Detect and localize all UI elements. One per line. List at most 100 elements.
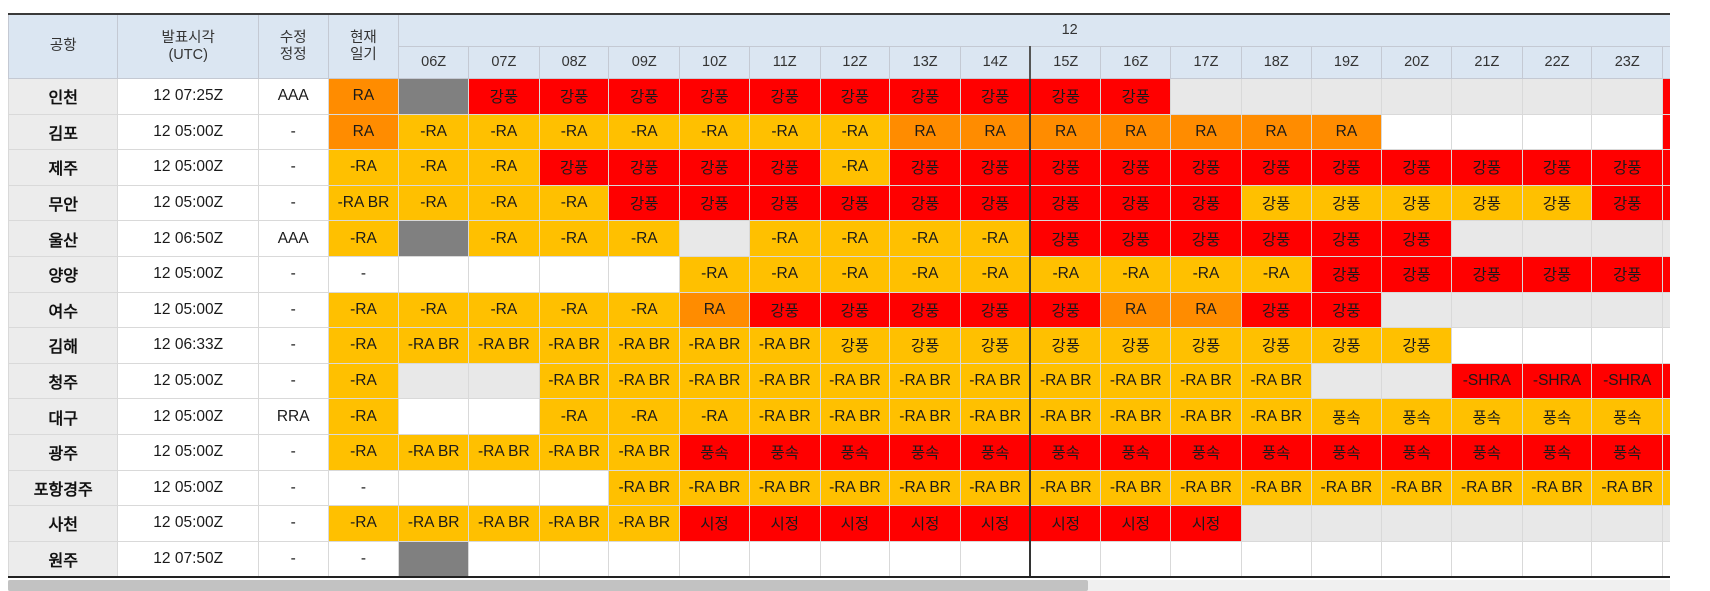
forecast-cell — [398, 78, 469, 115]
forecast-cell: 강풍 — [819, 78, 891, 115]
table-row[interactable]: 김해 12 06:33Z - -RA -RA BR -RA BR -RA BR -RA BR -… — [8, 327, 1670, 364]
forecast-cell — [1381, 78, 1452, 115]
forecast-cell: 시정 — [748, 505, 821, 542]
forecast-cell: 풍속 — [889, 433, 962, 471]
airport-name: 포항경주 — [8, 469, 119, 507]
forecast-cell: -RA — [960, 220, 1031, 257]
forecast-cell: 강풍 — [1310, 220, 1383, 257]
header-hour: 07Z — [467, 46, 540, 79]
forecast-cell: 풍속 — [960, 433, 1031, 471]
forecast-cell — [467, 469, 540, 507]
table-row[interactable]: 포항경주 12 05:00Z - - -RA BR -RA BR -RA BR -RA BR -… — [8, 469, 1670, 507]
forecast-cell — [1450, 220, 1523, 257]
amend-flag: - — [257, 433, 329, 471]
airport-name: 무안 — [8, 184, 119, 222]
header-hour: 12Z — [819, 46, 891, 79]
forecast-cell: -RA BR — [748, 469, 821, 507]
amend-flag: - — [257, 540, 329, 578]
forecast-cell: -RA BR — [538, 327, 610, 364]
forecast-cell — [538, 255, 610, 293]
forecast-cell: 풍속 — [1029, 433, 1102, 471]
forecast-cell — [1450, 505, 1523, 542]
forecast-cell: 강풍 — [889, 291, 962, 329]
forecast-cell: -RA — [748, 113, 821, 151]
forecast-cell: 강풍 — [1381, 149, 1452, 186]
forecast-cell — [1381, 113, 1452, 151]
forecast-cell: 강풍 — [538, 78, 610, 115]
forecast-cell: -RA — [538, 184, 610, 222]
forecast-cell — [1591, 113, 1664, 151]
forecast-cell: -RA BR — [819, 469, 891, 507]
table-row[interactable]: 인천 12 07:25Z AAA RA 강풍 강풍 강풍 강풍 강풍 강풍 강풍 강풍 강풍 강풍 — [8, 78, 1670, 115]
scrollbar-thumb[interactable] — [8, 580, 1088, 591]
forecast-cell: -RA BR — [1240, 469, 1312, 507]
header-airport: 공항 — [8, 13, 119, 79]
forecast-cell: 강풍 — [1029, 291, 1102, 329]
table-row[interactable]: 김포 12 05:00Z - RA -RA -RA -RA -RA -RA -RA -RA RA RA R… — [8, 113, 1670, 151]
forecast-cell — [1521, 291, 1593, 329]
header-amend: 수정 정정 — [257, 13, 329, 79]
forecast-cell: -RA BR — [960, 469, 1031, 507]
forecast-cell — [1591, 327, 1664, 364]
forecast-cell: 강풍 — [1100, 327, 1172, 364]
forecast-cell — [1662, 78, 1670, 115]
forecast-cell — [1591, 78, 1664, 115]
forecast-cell: 강풍 — [1310, 184, 1383, 222]
forecast-cell: -SHRA — [1591, 362, 1664, 400]
airport-name: 사천 — [8, 505, 119, 542]
forecast-cell: -RA BR — [608, 469, 681, 507]
forecast-cell: -RA — [679, 255, 750, 293]
table-row[interactable]: 광주 12 05:00Z - -RA -RA BR -RA BR -RA BR -RA BR 풍… — [8, 433, 1670, 471]
forecast-cell — [1662, 327, 1670, 364]
forecast-cell: -RA — [960, 255, 1031, 293]
table-row[interactable]: 양양 12 05:00Z - - -RA -RA -RA -RA -RA -RA -RA -RA -RA… — [8, 255, 1670, 293]
forecast-cell: -RA BR — [1450, 469, 1523, 507]
table-row[interactable]: 여수 12 05:00Z - -RA -RA -RA -RA -RA RA 강풍 강풍 강풍 강풍 강풍 R… — [8, 291, 1670, 329]
table-header: 공항 발표시각 (UTC) 수정 정정 현재 일기 12 06Z 07Z 08Z 09… — [8, 13, 1670, 79]
airport-name: 원주 — [8, 540, 119, 578]
forecast-cell: 강풍 — [1240, 184, 1312, 222]
table-row[interactable]: 사천 12 05:00Z - -RA -RA BR -RA BR -RA BR -RA BR 시… — [8, 505, 1670, 542]
table-row[interactable]: 제주 12 05:00Z - -RA -RA -RA 강풍 강풍 강풍 강풍 -RA 강풍 강풍 강풍 강풍… — [8, 149, 1670, 186]
forecast-cell: -RA BR — [1521, 469, 1593, 507]
table-row[interactable]: 청주 12 05:00Z - -RA -RA BR -RA BR -RA BR -RA BR -… — [8, 362, 1670, 400]
forecast-cell: 강풍 — [1381, 327, 1452, 364]
forecast-cell: 시정 — [889, 505, 962, 542]
forecast-cell: -RA — [889, 220, 962, 257]
table-row[interactable]: 무안 12 05:00Z - -RA BR -RA -RA -RA 강풍 강풍 강풍 강풍 강풍 강풍 강… — [8, 184, 1670, 222]
forecast-cell — [1662, 291, 1670, 329]
forecast-cell: -RA BR — [748, 362, 821, 400]
issue-time: 12 05:00Z — [117, 113, 259, 151]
forecast-cell: -RA BR — [608, 505, 681, 542]
forecast-cell: 강풍 — [1381, 255, 1452, 293]
forecast-cell: 강풍 — [748, 184, 821, 222]
forecast-cell: -RA BR — [1381, 469, 1452, 507]
forecast-cell: 강풍 — [889, 184, 962, 222]
header-issue-time: 발표시각 (UTC) — [117, 13, 259, 79]
forecast-cell: 시정 — [960, 505, 1031, 542]
table-row[interactable]: 대구 12 05:00Z RRA -RA -RA -RA -RA -RA BR -RA BR -R… — [8, 398, 1670, 435]
forecast-cell: -RA — [538, 398, 610, 435]
forecast-cell — [1381, 540, 1452, 578]
table-row[interactable]: 원주 12 07:50Z - - — [8, 540, 1670, 578]
issue-time: 12 05:00Z — [117, 433, 259, 471]
horizontal-scrollbar[interactable] — [8, 580, 1670, 591]
forecast-cell: 풍속 — [1521, 433, 1593, 471]
forecast-cell: -RA — [538, 291, 610, 329]
taf-warning-table: 공항 발표시각 (UTC) 수정 정정 현재 일기 12 06Z 07Z 08Z 09… — [8, 13, 1670, 578]
airport-name: 제주 — [8, 149, 119, 186]
forecast-cell — [538, 540, 610, 578]
forecast-cell — [1662, 220, 1670, 257]
issue-time: 12 05:00Z — [117, 149, 259, 186]
forecast-cell — [1591, 505, 1664, 542]
current-weather: -RA — [327, 398, 400, 435]
forecast-cell — [1662, 184, 1670, 222]
forecast-cell: -RA — [467, 220, 540, 257]
table-row[interactable]: 울산 12 06:50Z AAA -RA -RA -RA -RA -RA -RA -RA -RA 강풍… — [8, 220, 1670, 257]
airport-name: 여수 — [8, 291, 119, 329]
forecast-cell: -RA — [748, 220, 821, 257]
forecast-cell: 강풍 — [1170, 220, 1242, 257]
forecast-cell — [1662, 255, 1670, 293]
forecast-cell: -SHRA — [1450, 362, 1523, 400]
forecast-cell: 강풍 — [1521, 149, 1593, 186]
